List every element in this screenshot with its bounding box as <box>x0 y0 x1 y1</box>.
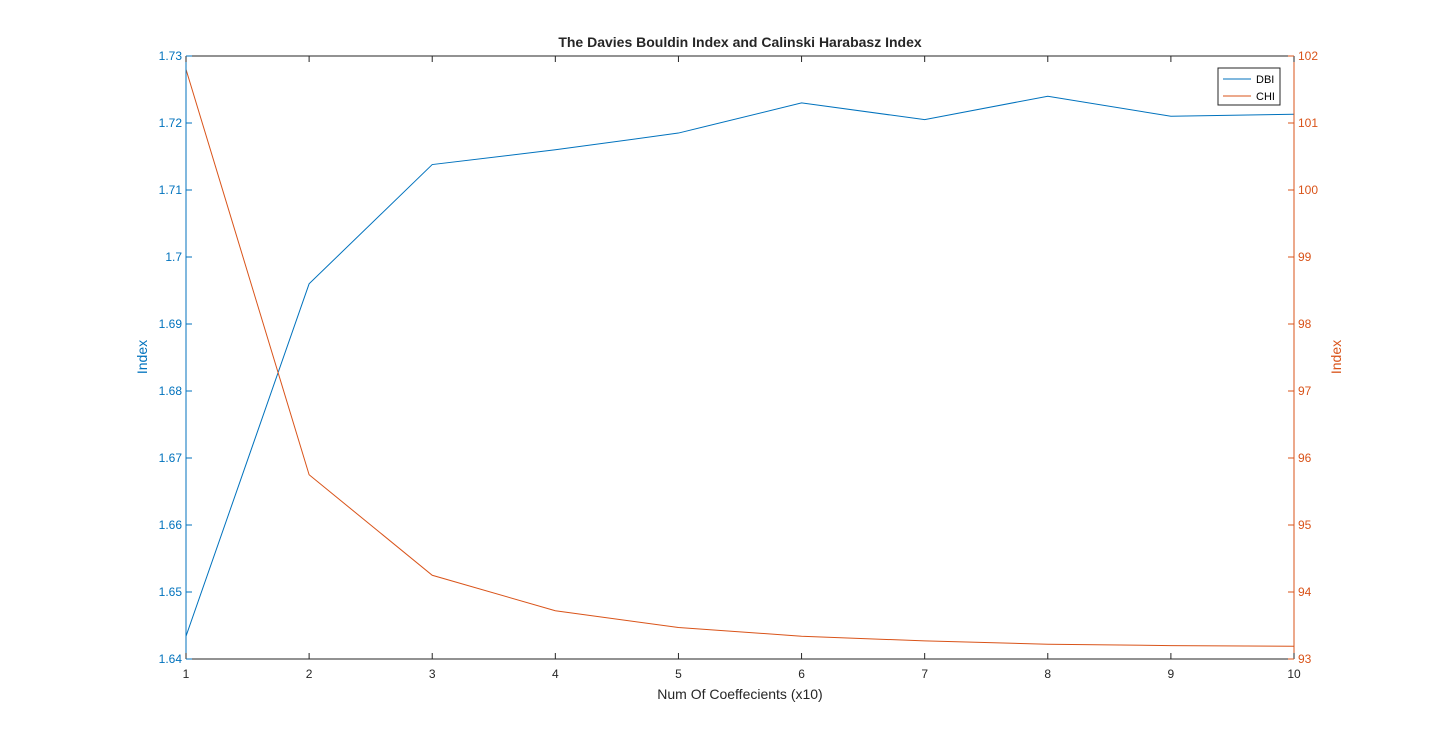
left-y-ticks: 1.64 1.65 1.66 1.67 1.68 1.69 1.7 1.71 1.72 1.73 <box>159 49 192 666</box>
series-layer <box>185 69 1295 647</box>
right-y-axis-label: Index <box>1328 340 1344 374</box>
legend: DBI CHI <box>1217 67 1281 106</box>
x-tick-label: 5 <box>675 667 682 681</box>
legend-label-dbi: DBI <box>1256 74 1274 86</box>
x-tick-label: 9 <box>1168 667 1175 681</box>
left-y-tick-label: 1.71 <box>159 183 183 197</box>
right-y-tick-label: 98 <box>1298 317 1312 331</box>
right-y-tick-label: 93 <box>1298 652 1312 666</box>
left-y-tick-label: 1.65 <box>159 585 183 599</box>
left-y-tick-label: 1.67 <box>159 451 183 465</box>
x-tick-label: 4 <box>552 667 559 681</box>
left-y-tick-label: 1.66 <box>159 518 183 532</box>
x-tick-label: 8 <box>1044 667 1051 681</box>
chart-title: The Davies Bouldin Index and Calinski Ha… <box>558 34 922 50</box>
left-y-tick-label: 1.69 <box>159 317 183 331</box>
x-tick-label: 6 <box>798 667 805 681</box>
plot-area <box>186 56 1294 659</box>
x-axis-label: Num Of Coeffecients (x10) <box>657 686 822 702</box>
left-y-tick-label: 1.72 <box>159 116 183 130</box>
left-y-axis-label: Index <box>134 340 150 374</box>
x-tick-label: 2 <box>306 667 313 681</box>
series-line-chi <box>185 69 1295 647</box>
x-tick-label: 1 <box>183 667 190 681</box>
right-y-ticks: 93 94 95 96 97 98 99 100 101 102 <box>1288 49 1318 666</box>
x-ticks: 1 2 3 4 5 6 7 8 9 10 <box>183 56 1301 681</box>
legend-box <box>1217 67 1281 106</box>
x-tick-label: 10 <box>1287 667 1301 681</box>
series-line-dbi <box>185 95 1295 637</box>
right-y-tick-label: 99 <box>1298 250 1312 264</box>
left-y-tick-label: 1.7 <box>165 250 182 264</box>
right-y-tick-label: 97 <box>1298 384 1312 398</box>
right-y-tick-label: 96 <box>1298 451 1312 465</box>
legend-label-chi: CHI <box>1256 91 1275 103</box>
x-tick-label: 7 <box>921 667 928 681</box>
right-y-tick-label: 100 <box>1298 183 1318 197</box>
right-y-tick-label: 95 <box>1298 518 1312 532</box>
x-tick-label: 3 <box>429 667 436 681</box>
left-y-tick-label: 1.68 <box>159 384 183 398</box>
right-y-tick-label: 94 <box>1298 585 1312 599</box>
left-y-tick-label: 1.73 <box>159 49 183 63</box>
right-y-tick-label: 101 <box>1298 116 1318 130</box>
left-y-tick-label: 1.64 <box>159 652 183 666</box>
right-y-tick-label: 102 <box>1298 49 1318 63</box>
